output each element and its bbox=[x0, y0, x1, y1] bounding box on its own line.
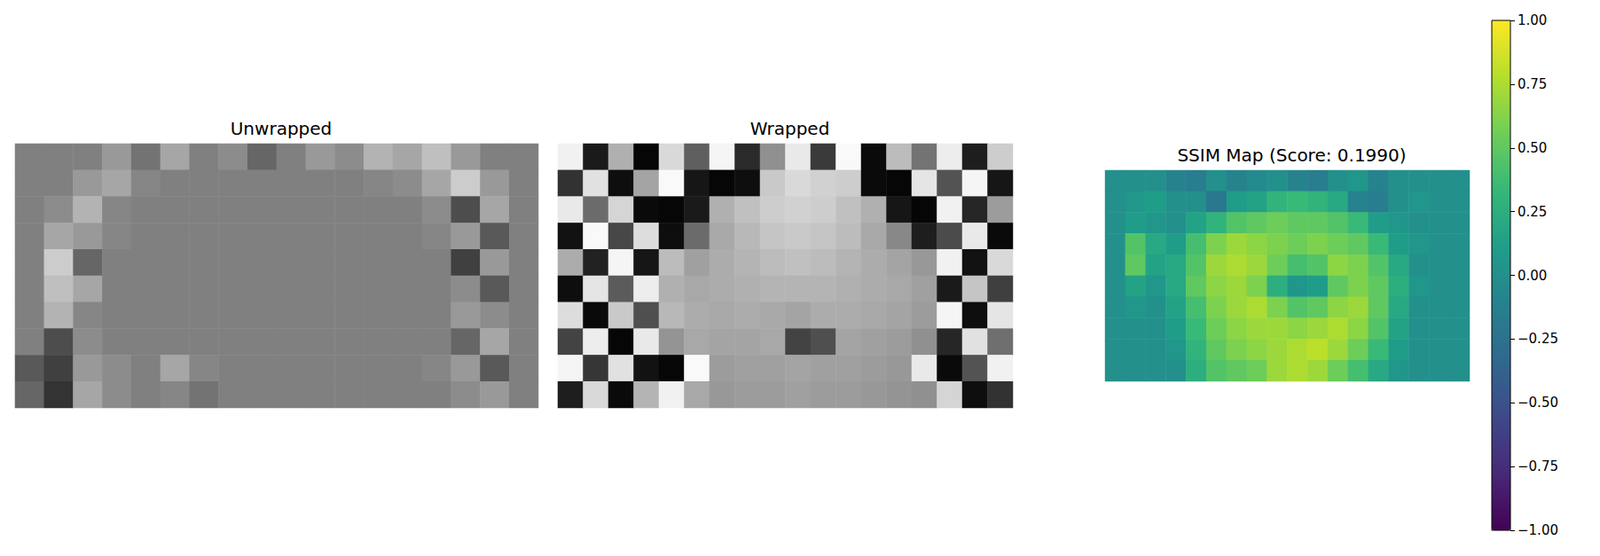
svg-text:0.00: 0.00 bbox=[1517, 267, 1547, 284]
svg-text:SSIM Map (Score: 0.1990): SSIM Map (Score: 0.1990) bbox=[1176, 144, 1406, 166]
svg-text:Unwrapped: Unwrapped bbox=[230, 117, 333, 140]
svg-text:−1.00: −1.00 bbox=[1517, 522, 1559, 539]
svg-text:0.50: 0.50 bbox=[1517, 140, 1547, 157]
svg-text:−0.50: −0.50 bbox=[1517, 394, 1559, 411]
svg-text:0.75: 0.75 bbox=[1517, 76, 1547, 93]
svg-text:−0.25: −0.25 bbox=[1517, 330, 1559, 347]
svg-text:−0.75: −0.75 bbox=[1517, 458, 1559, 475]
svg-text:1.00: 1.00 bbox=[1517, 12, 1547, 29]
svg-text:Wrapped: Wrapped bbox=[750, 117, 831, 140]
svg-text:0.25: 0.25 bbox=[1517, 203, 1547, 220]
